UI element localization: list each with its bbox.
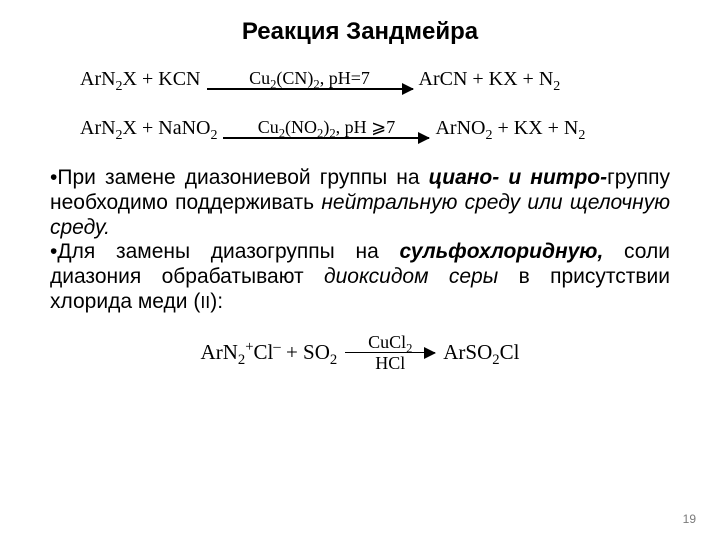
eq3-top: CuCl2 [364,333,416,352]
p2-t1: •Для замены диазогруппы на [50,240,400,263]
equation-1: ArN2X + KCN Cu2(CN)2, pH=7 ArCN + KX + N… [80,68,640,91]
equation-2-row: ArN2X + NaNO2 Cu2(NO2)2, pH ⩾7 ArNO2 + K… [80,117,640,140]
equation-3: ArN2+Cl– + SO2 CuCl2 HCl ArSO2Cl [50,333,670,372]
equation-3-row: ArN2+Cl– + SO2 CuCl2 HCl ArSO2Cl [201,333,520,372]
equation-1-row: ArN2X + KCN Cu2(CN)2, pH=7 ArCN + KX + N… [80,68,640,91]
eq3-bottom: HCl [371,353,409,372]
paragraph-2: •Для замены диазогруппы на сульфохлоридн… [50,240,670,314]
eq3-left: ArN2+Cl– + SO2 [201,340,338,365]
arrow-icon [207,88,413,89]
slide-title: Реакция Зандмейра [50,18,670,46]
eq3-arrow: CuCl2 HCl [345,333,435,372]
arrow-icon [345,352,435,353]
eq2-arrow: Cu2(NO2)2, pH ⩾7 [223,118,429,138]
eq3-right: ArSO2Cl [443,340,519,365]
paragraph-1: •При замене диазониевой группы на циано-… [50,166,670,240]
p2-t6: II [200,292,210,312]
eq1-left: ArN2X + KCN [80,68,201,91]
p2-t2: сульфохлоридную, [400,240,604,263]
eq1-arrow: Cu2(CN)2, pH=7 [207,69,413,89]
eq1-right: ArCN + KX + N2 [419,68,561,91]
p2-t7: ): [210,290,223,313]
eq2-condition: Cu2(NO2)2, pH ⩾7 [254,118,400,137]
body-text: •При замене диазониевой группы на циано-… [50,166,670,315]
arrow-icon [223,137,429,138]
slide: Реакция Зандмейра ArN2X + KCN Cu2(CN)2, … [0,0,720,540]
eq2-left: ArN2X + NaNO2 [80,117,217,140]
page-number: 19 [683,512,696,526]
p2-t4: диоксидом серы [324,265,498,288]
p1-t2: циано- и нитро- [429,166,607,189]
equation-2: ArN2X + NaNO2 Cu2(NO2)2, pH ⩾7 ArNO2 + K… [80,117,640,140]
eq1-condition: Cu2(CN)2, pH=7 [245,69,374,88]
p1-t1: •При замене диазониевой группы на [50,166,429,189]
eq2-right: ArNO2 + KX + N2 [435,117,585,140]
